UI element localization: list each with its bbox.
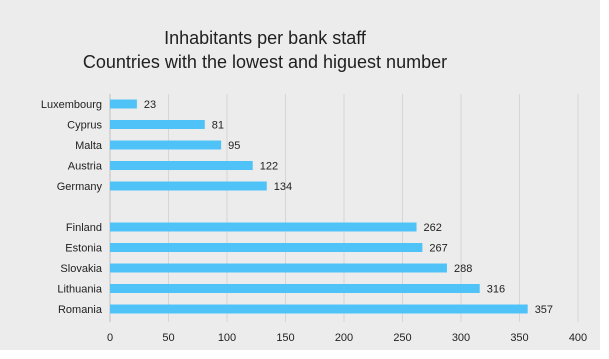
category-label: Cyprus <box>67 120 102 132</box>
chart-title-line-1: Inhabitants per bank staff <box>164 28 366 48</box>
bar <box>110 263 447 273</box>
value-label: 81 <box>212 120 224 132</box>
category-label: Lithuania <box>57 284 103 296</box>
x-axis-ticks: 0 50 100 150 200 250 300 350 400 <box>107 332 587 344</box>
value-label: 357 <box>535 304 553 316</box>
x-tick-label: 0 <box>107 332 113 344</box>
value-label: 122 <box>260 161 278 173</box>
bar <box>110 284 480 293</box>
category-label: Romania <box>58 304 103 316</box>
bar <box>110 304 528 314</box>
category-label: Austria <box>68 161 103 173</box>
chart-title-line-2: Countries with the lowest and higuest nu… <box>82 52 448 72</box>
x-tick-label: 200 <box>335 332 353 344</box>
value-label: 95 <box>228 140 240 152</box>
value-label: 134 <box>274 181 292 193</box>
category-label: Finland <box>66 222 102 234</box>
value-label: 23 <box>144 99 156 111</box>
bar <box>110 120 205 129</box>
category-label: Slovakia <box>60 263 102 275</box>
bar <box>110 243 423 252</box>
x-tick-label: 250 <box>393 332 411 344</box>
category-labels: Luxembourg Cyprus Malta Austria Germany Finla… <box>41 99 103 316</box>
bar <box>110 99 137 109</box>
category-label: Estonia <box>65 243 103 255</box>
category-label: Luxembourg <box>41 99 102 111</box>
bar <box>110 161 253 170</box>
x-tick-label: 300 <box>452 332 470 344</box>
x-tick-label: 50 <box>162 332 174 344</box>
category-label: Malta <box>75 140 103 152</box>
x-tick-label: 350 <box>510 332 528 344</box>
bar-chart: Luxembourg Cyprus Malta Austria Germany Finla… <box>41 94 587 344</box>
bar <box>110 181 267 191</box>
value-label: 267 <box>429 243 447 255</box>
bar <box>110 140 222 150</box>
category-label: Germany <box>57 181 103 193</box>
x-tick-label: 100 <box>218 332 236 344</box>
bars <box>110 99 528 314</box>
value-label: 262 <box>424 222 442 234</box>
value-label: 288 <box>454 263 472 275</box>
bar <box>110 222 417 232</box>
chart-title: Inhabitants per bank staff Countries wit… <box>55 26 475 74</box>
x-tick-label: 150 <box>276 332 294 344</box>
value-label: 316 <box>487 284 505 296</box>
value-labels: 23 81 95 122 134 262 267 288 316 357 <box>144 99 553 316</box>
x-tick-label: 400 <box>569 332 587 344</box>
